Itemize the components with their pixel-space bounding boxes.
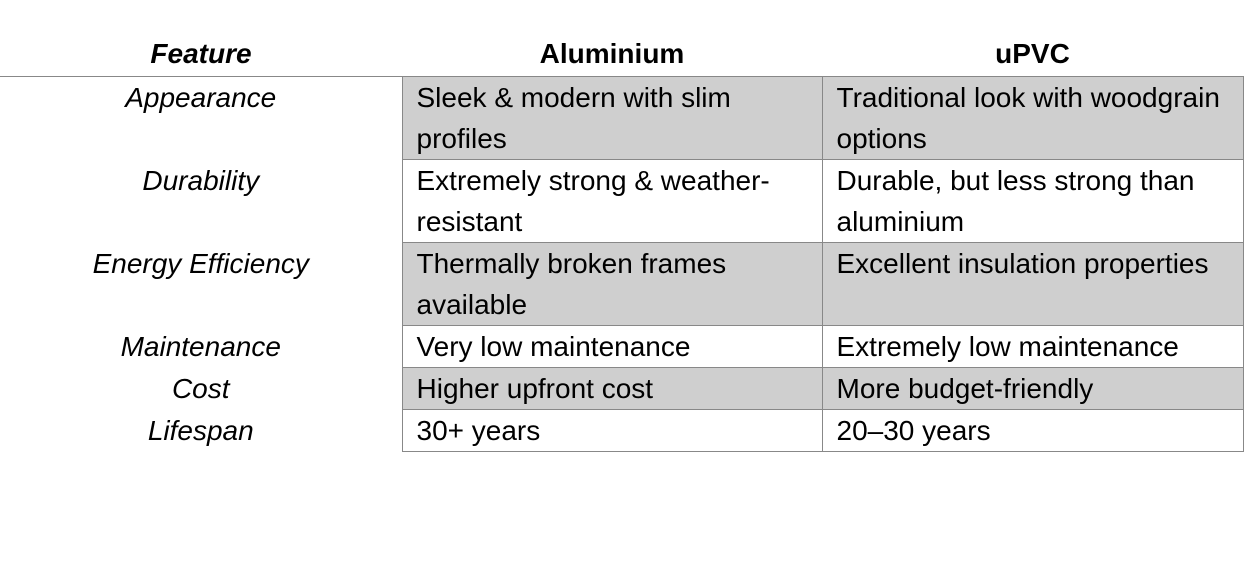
feature-cell: Cost	[171, 372, 230, 404]
feature-cell: Energy Efficiency	[92, 247, 309, 279]
header-cell: Feature	[0, 33, 402, 77]
table-row: Cost Higher upfront cost More budget-frien…	[0, 367, 1244, 410]
comparison-table: Feature Aluminium uPVC Appearance Sleek & m…	[0, 33, 1244, 452]
value-cell: More budget-friendly	[821, 367, 1244, 410]
value-cell: Sleek & modern with slim profiles	[401, 76, 823, 160]
feature-cell: Appearance	[125, 82, 277, 113]
table-row: Energy Efficiency Thermally broken frames…	[0, 242, 1244, 326]
value-cell: Extremely low maintenance	[821, 325, 1244, 368]
value-cell: Excellent insulation properties	[821, 242, 1244, 326]
value-cell: Traditional look with woodgrain options	[821, 76, 1244, 160]
header-row: Feature Aluminium uPVC	[0, 33, 1243, 77]
table-row: Durability Extremely strong & weather-res…	[0, 159, 1244, 243]
feature-cell: Maintenance	[120, 330, 281, 362]
table-row: Lifespan 30+ years 20–30 years	[0, 409, 1244, 452]
header-cell: Aluminium	[402, 33, 822, 77]
table-body: Appearance Sleek & modern with slim profi…	[0, 76, 1244, 452]
feature-cell: Durability	[142, 164, 260, 196]
header-cell: uPVC	[822, 33, 1243, 77]
value-cell: Very low maintenance	[401, 325, 823, 368]
feature-cell: Lifespan	[147, 414, 254, 446]
value-cell: 30+ years	[401, 409, 823, 452]
table-row: Appearance Sleek & modern with slim profi…	[0, 76, 1244, 160]
value-cell: 20–30 years	[821, 409, 1244, 452]
value-cell: Higher upfront cost	[401, 367, 823, 410]
table-row: Maintenance Very low maintenance Extremely…	[0, 325, 1244, 368]
value-cell: Durable, but less strong than aluminium	[821, 159, 1244, 243]
value-cell: Thermally broken frames available	[401, 242, 823, 326]
value-cell: Extremely strong & weather-resistant	[401, 159, 823, 243]
